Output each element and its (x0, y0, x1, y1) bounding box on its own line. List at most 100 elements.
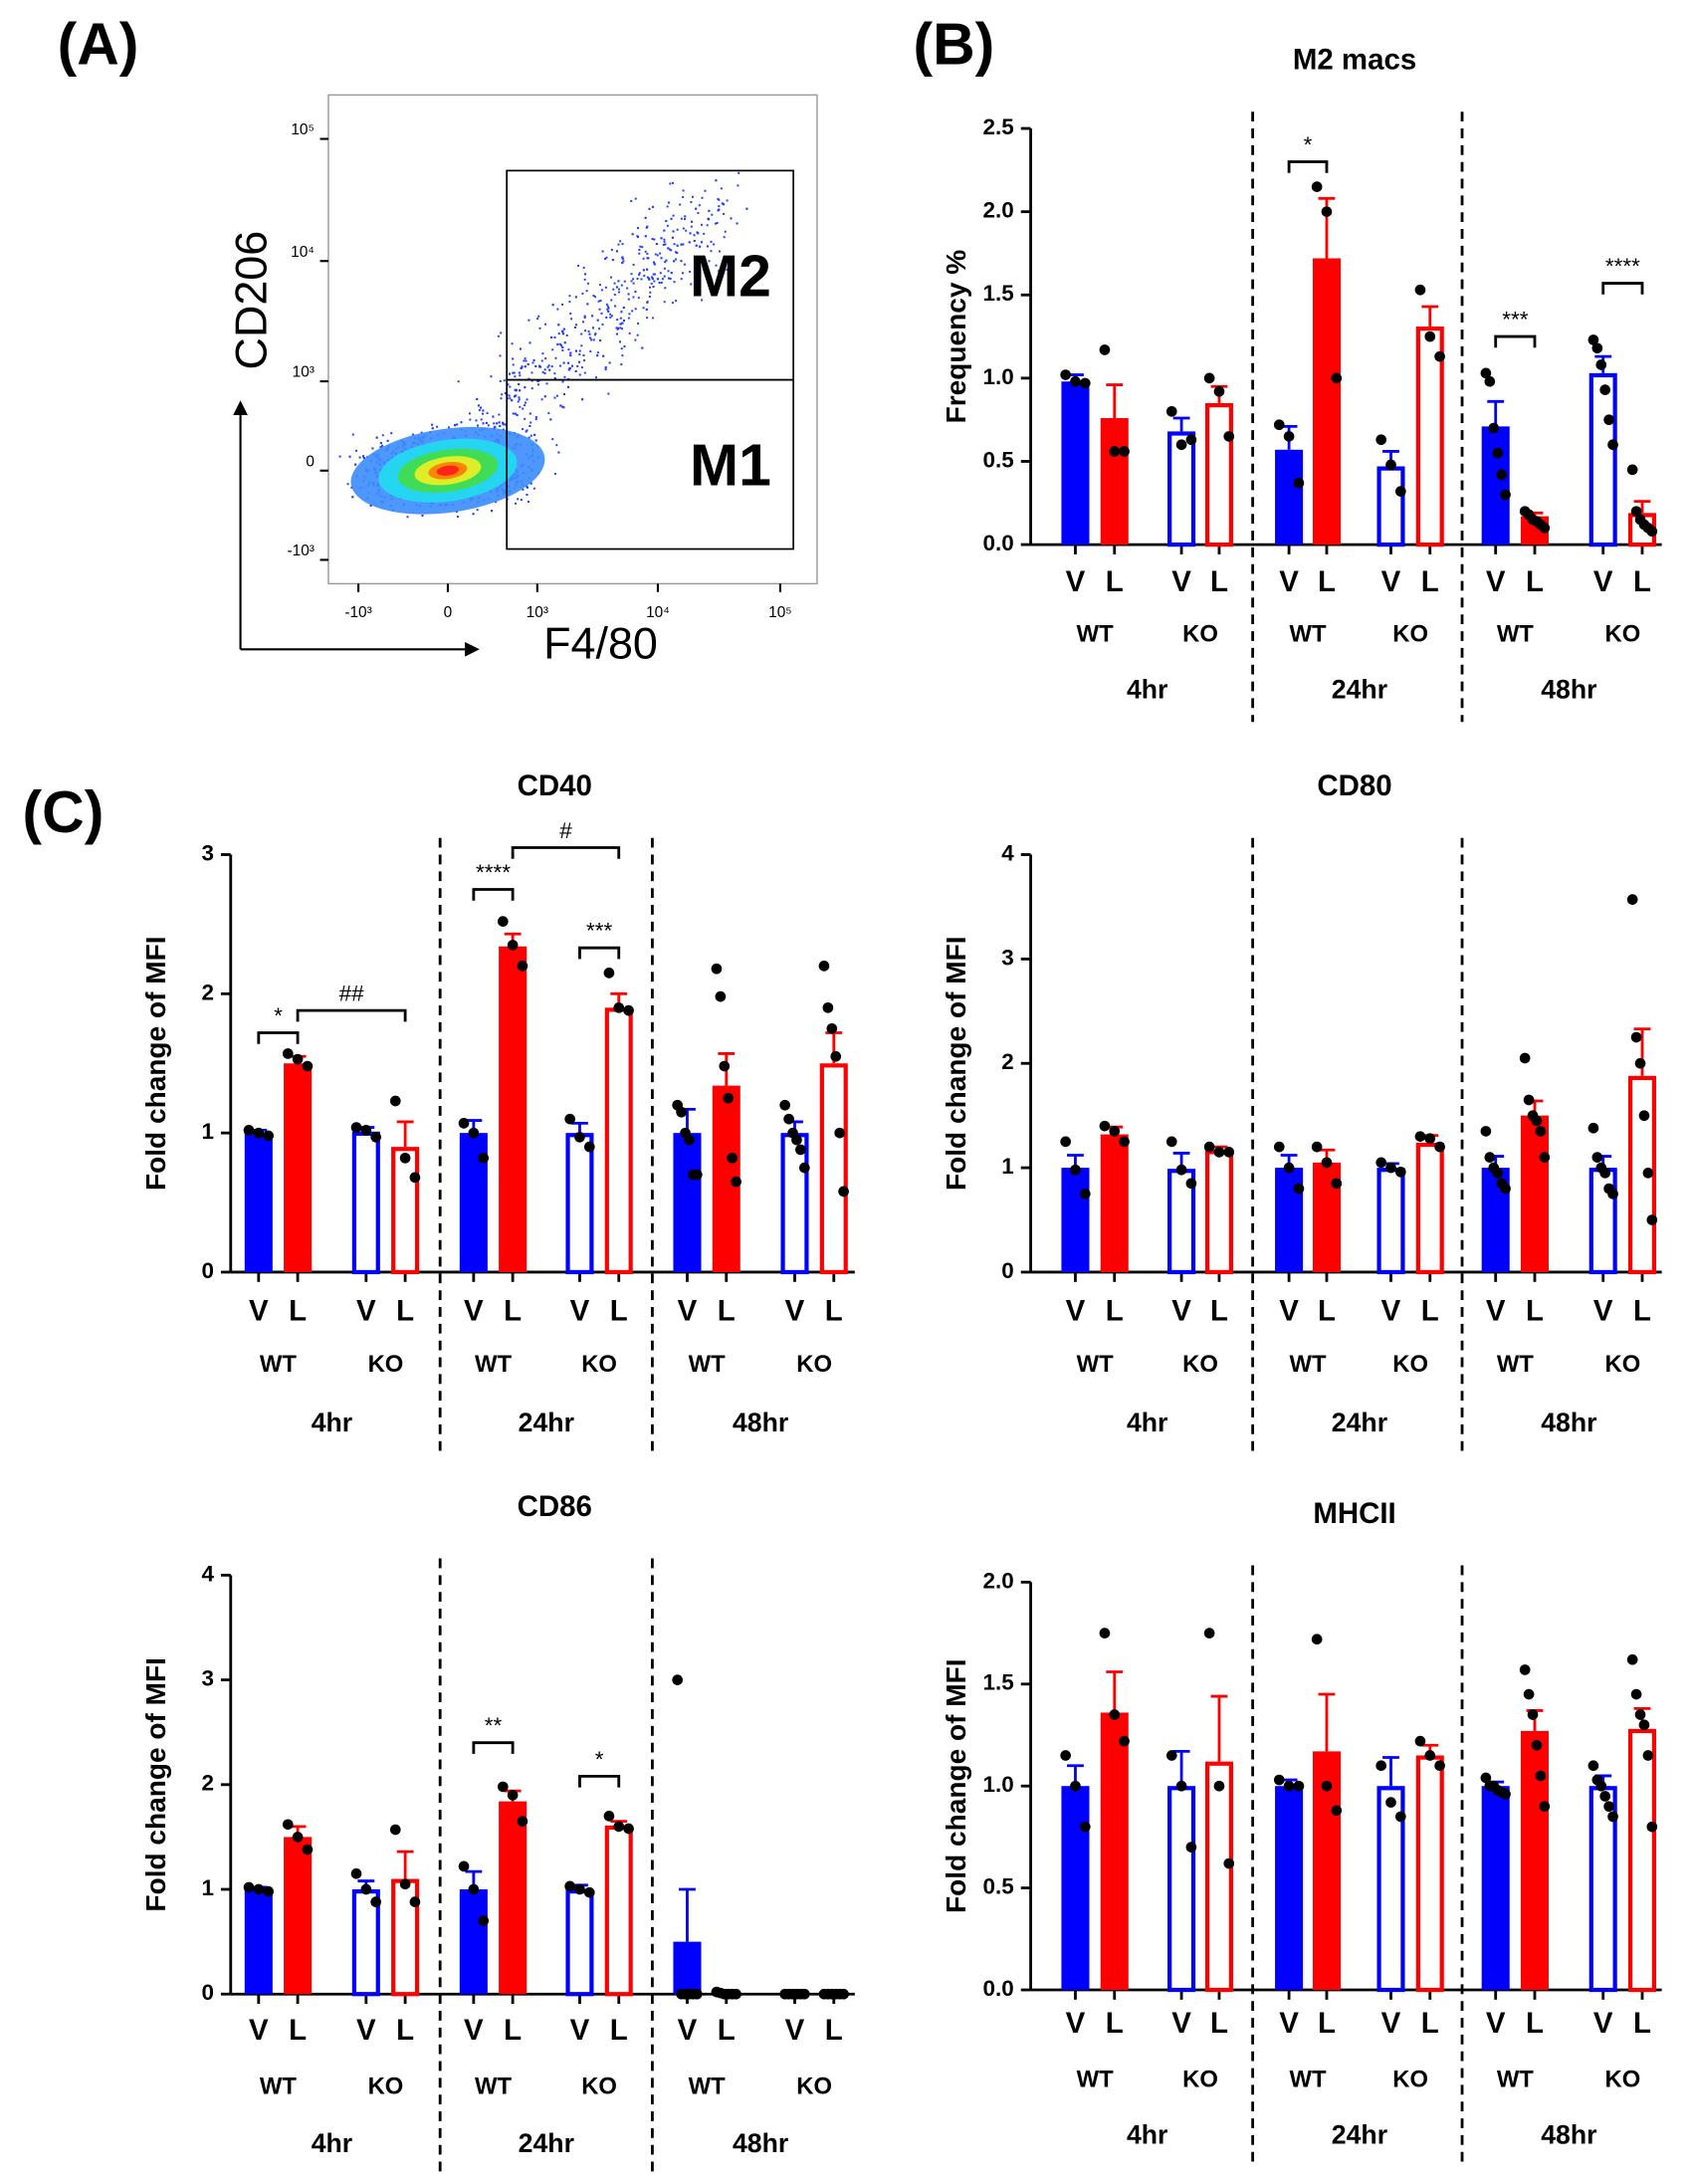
x-tick-label: L (718, 1294, 736, 1327)
data-point (1424, 1133, 1436, 1145)
bar (1415, 327, 1444, 547)
event (538, 327, 541, 329)
data-point (409, 1172, 421, 1184)
event (682, 243, 685, 246)
event (711, 213, 714, 216)
event (371, 447, 374, 450)
event (672, 181, 675, 184)
y-tick-label: 10⁴ (291, 244, 315, 261)
event (517, 400, 520, 403)
event (532, 487, 535, 490)
group-label: KO (1182, 621, 1218, 648)
event (617, 291, 620, 294)
event (431, 427, 434, 430)
event (528, 319, 530, 322)
x-tick-label: L (1210, 1294, 1228, 1327)
event (671, 236, 674, 239)
data-point (1539, 523, 1551, 534)
event (502, 423, 505, 426)
event (649, 291, 652, 294)
event (631, 310, 634, 313)
event (531, 361, 534, 364)
event (669, 182, 672, 185)
event (607, 310, 610, 313)
x-tick-label: V (356, 1294, 376, 1327)
event (362, 457, 365, 460)
event (703, 232, 706, 235)
event (522, 428, 525, 431)
x-tick-label: L (289, 2014, 307, 2047)
x-tick-label: V (678, 2014, 698, 2047)
y-tick-label: 1 (201, 1875, 213, 1900)
bar (284, 1837, 313, 1995)
group-label: WT (1290, 2066, 1327, 2092)
data-point (507, 940, 519, 951)
y-tick-label: 2.5 (983, 114, 1014, 139)
data-point (1185, 1178, 1197, 1190)
significance-label: * (1304, 132, 1313, 157)
event (690, 201, 693, 203)
event (653, 280, 656, 283)
data-point (564, 1880, 575, 1892)
x-tick-label: V (1486, 1294, 1506, 1327)
data-point (302, 1060, 314, 1072)
event (562, 406, 565, 409)
event (492, 415, 495, 418)
event (551, 438, 554, 441)
data-point (1375, 1760, 1387, 1772)
event (627, 298, 630, 301)
timepoint-label: 24hr (1332, 674, 1387, 704)
event (526, 398, 528, 401)
x-tick-label: V (1279, 1294, 1299, 1327)
y-tick-label: 2 (1001, 1049, 1013, 1074)
y-axis-label: Fold change of MFI (140, 936, 171, 1191)
x-tick-label: L (1210, 2007, 1228, 2040)
event (482, 422, 485, 425)
x-tick-label: V (1593, 1294, 1613, 1327)
event (545, 382, 548, 385)
bar (1100, 1134, 1129, 1272)
event (653, 238, 656, 241)
event (680, 243, 683, 246)
x-tick-label: L (1318, 565, 1336, 598)
event (502, 421, 505, 424)
data-point (1203, 1141, 1215, 1153)
event (637, 297, 640, 300)
event (611, 259, 614, 262)
event (555, 444, 558, 447)
event (586, 303, 589, 306)
event (638, 248, 641, 251)
event (381, 444, 384, 447)
event (697, 212, 700, 215)
group-label: KO (1392, 2066, 1428, 2092)
x-tick-label: V (464, 2014, 484, 2047)
event (578, 353, 581, 356)
data-point (1500, 1789, 1511, 1800)
event (693, 240, 696, 242)
event (651, 205, 654, 208)
y-tick-label: 4 (1001, 840, 1014, 865)
event (663, 267, 666, 270)
data-point (684, 1134, 695, 1146)
data-point (623, 1004, 634, 1016)
data-point (830, 1050, 842, 1062)
event (527, 486, 528, 489)
bar (1376, 1168, 1405, 1275)
event (601, 323, 604, 326)
event (604, 258, 606, 261)
event (493, 422, 496, 425)
event (583, 359, 586, 362)
data-point (1626, 894, 1638, 905)
event (563, 393, 566, 395)
timepoint-label: 4hr (312, 1408, 352, 1437)
data-point (497, 1781, 509, 1793)
event (646, 276, 649, 279)
data-point (1591, 342, 1603, 354)
event (522, 407, 525, 410)
data-point (1527, 1709, 1539, 1720)
data-point (1434, 350, 1445, 362)
bar (1100, 418, 1129, 546)
data-point (1213, 1147, 1225, 1158)
data-point (1434, 1141, 1445, 1153)
event (486, 412, 489, 415)
